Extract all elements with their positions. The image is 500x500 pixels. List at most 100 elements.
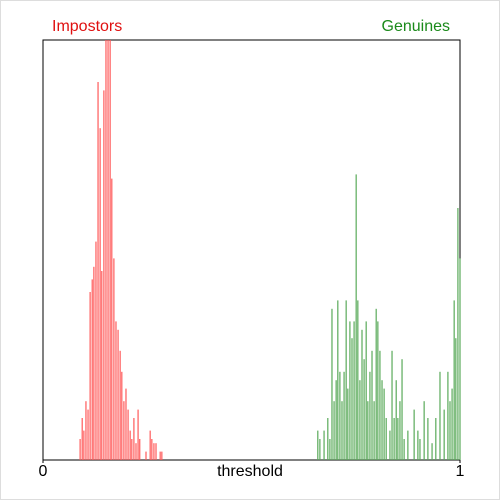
bar — [427, 418, 429, 460]
bar — [455, 338, 457, 460]
bar — [397, 418, 399, 460]
legend-label: Genuines — [382, 18, 451, 35]
bar — [347, 388, 349, 460]
bar — [161, 451, 163, 460]
legend-label: Impostors — [52, 18, 122, 35]
bar — [97, 82, 99, 460]
bar — [149, 430, 151, 460]
bar — [151, 439, 153, 460]
bar — [359, 380, 361, 460]
bar — [413, 409, 415, 460]
bar — [83, 430, 85, 460]
bar — [377, 321, 379, 460]
bar — [111, 178, 113, 460]
bar — [443, 409, 445, 460]
bar — [119, 350, 121, 460]
bar — [457, 208, 459, 460]
bar — [95, 241, 97, 460]
bar — [155, 443, 157, 460]
bar — [105, 40, 107, 460]
bar — [87, 409, 89, 460]
bar — [459, 258, 461, 460]
bar — [337, 300, 339, 460]
bar — [109, 40, 111, 460]
bar — [423, 401, 425, 460]
bar — [323, 430, 325, 460]
bar — [127, 409, 129, 460]
bar — [339, 371, 341, 460]
bar — [365, 321, 367, 460]
bar — [81, 418, 83, 460]
bar — [341, 401, 343, 460]
bar — [317, 430, 319, 460]
bar — [331, 308, 333, 460]
bar — [363, 359, 365, 460]
bar — [89, 292, 91, 460]
bar — [361, 329, 363, 460]
bar — [369, 371, 371, 460]
bar — [449, 401, 451, 460]
x-axis-label: threshold — [217, 463, 283, 480]
bar — [345, 300, 347, 460]
bar — [117, 329, 119, 460]
bar — [391, 350, 393, 460]
plot-area — [42, 39, 461, 461]
bar — [113, 258, 115, 460]
bar — [107, 40, 109, 460]
bar — [439, 371, 441, 460]
bar — [435, 418, 437, 460]
bar — [135, 443, 137, 460]
bar — [145, 451, 147, 460]
bar — [327, 418, 329, 460]
bar — [367, 401, 369, 460]
bar — [335, 380, 337, 460]
bar — [139, 439, 141, 460]
bar — [353, 321, 355, 460]
bar — [447, 371, 449, 460]
bar — [453, 300, 455, 460]
bar — [385, 418, 387, 460]
bar — [133, 418, 135, 460]
bar — [395, 380, 397, 460]
bar — [85, 401, 87, 460]
bar — [93, 266, 95, 460]
bar — [91, 279, 93, 460]
bar — [431, 443, 433, 460]
bar — [129, 430, 131, 460]
bar — [351, 338, 353, 460]
bar — [375, 308, 377, 460]
bar — [451, 388, 453, 460]
bar — [123, 401, 125, 460]
bar — [333, 401, 335, 460]
bar — [407, 430, 409, 460]
bar — [99, 128, 101, 460]
bar — [381, 380, 383, 460]
bar — [159, 451, 161, 460]
bar — [371, 350, 373, 460]
bar — [131, 439, 133, 460]
bar — [115, 321, 117, 460]
x-tick-label: 0 — [39, 463, 48, 480]
bar — [393, 418, 395, 460]
bar — [349, 321, 351, 460]
x-tick-label: 1 — [456, 463, 465, 480]
bar — [103, 90, 105, 461]
bar — [329, 439, 331, 460]
bar — [373, 401, 375, 460]
bar — [399, 401, 401, 460]
bar — [153, 443, 155, 460]
bar — [383, 388, 385, 460]
bar — [355, 174, 357, 460]
bar — [401, 359, 403, 460]
bar — [343, 371, 345, 460]
bar — [389, 430, 391, 460]
bar — [403, 439, 405, 460]
bar — [357, 300, 359, 460]
bar — [101, 271, 103, 460]
bar — [121, 371, 123, 460]
bar — [79, 439, 81, 460]
bar — [419, 439, 421, 460]
bar — [125, 388, 127, 460]
bar — [319, 439, 321, 460]
